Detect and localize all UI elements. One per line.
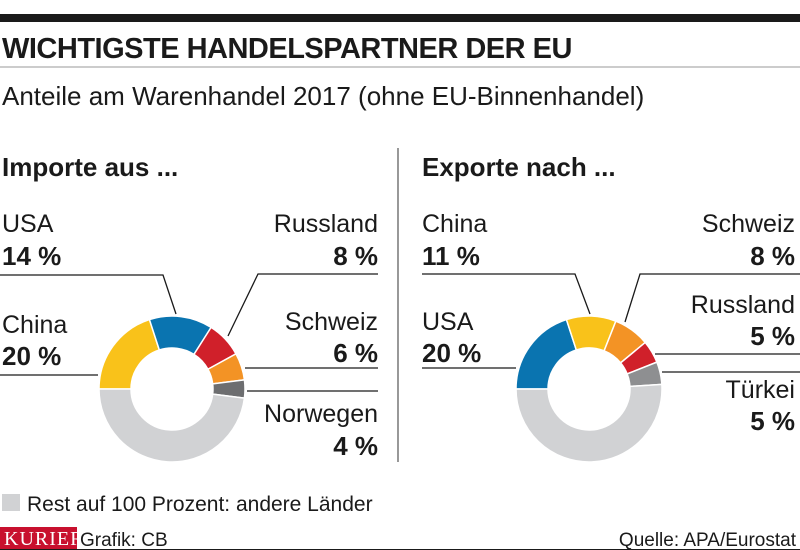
label-tuerkei: Türkei bbox=[726, 376, 795, 404]
slice-china bbox=[98, 318, 161, 390]
kurier-logo-text: KURIER bbox=[4, 528, 84, 550]
chart-title: WICHTIGSTE HANDELSPARTNER DER EU bbox=[2, 33, 572, 65]
label-russland: Russland bbox=[274, 210, 378, 238]
value-usa: 14 % bbox=[2, 241, 61, 271]
label-usa: USA bbox=[422, 308, 474, 336]
top-bar bbox=[0, 14, 800, 22]
label-schweiz: Schweiz bbox=[285, 308, 378, 336]
slice-andere-länder bbox=[515, 383, 663, 463]
exports-heading: Exporte nach ... bbox=[422, 152, 616, 182]
leader-line bbox=[624, 273, 800, 323]
imports-donut bbox=[98, 315, 246, 463]
value-schweiz: 6 % bbox=[333, 338, 378, 368]
value-usa: 20 % bbox=[422, 338, 481, 368]
label-norwegen: Norwegen bbox=[264, 400, 378, 428]
value-russland: 8 % bbox=[333, 241, 378, 271]
legend-rest: Rest auf 100 Prozent: andere Länder bbox=[27, 493, 373, 516]
value-schweiz: 8 % bbox=[750, 241, 795, 271]
label-russland: Russland bbox=[691, 291, 795, 319]
exports-donut bbox=[515, 315, 663, 463]
chart-subtitle: Anteile am Warenhandel 2017 (ohne EU-Bin… bbox=[2, 81, 644, 111]
value-norwegen: 4 % bbox=[333, 431, 378, 461]
label-china: China bbox=[422, 210, 487, 238]
slice-usa bbox=[515, 318, 578, 390]
leader-line bbox=[227, 273, 378, 337]
label-schweiz: Schweiz bbox=[702, 210, 795, 238]
label-usa: USA bbox=[2, 210, 54, 238]
legend-swatch-rest bbox=[2, 494, 20, 511]
source: Quelle: APA/Eurostat bbox=[619, 530, 797, 550]
value-china: 20 % bbox=[2, 341, 61, 371]
credit: Grafik: CB bbox=[80, 530, 168, 550]
kurier-logo bbox=[0, 527, 77, 549]
slice-andere-länder bbox=[98, 388, 246, 463]
leader-line bbox=[422, 273, 591, 315]
leader-line bbox=[0, 274, 177, 315]
value-tuerkei: 5 % bbox=[750, 406, 795, 436]
label-china: China bbox=[2, 311, 67, 339]
value-china: 11 % bbox=[422, 241, 480, 271]
imports-heading: Importe aus ... bbox=[2, 152, 178, 182]
value-russland: 5 % bbox=[750, 321, 795, 351]
